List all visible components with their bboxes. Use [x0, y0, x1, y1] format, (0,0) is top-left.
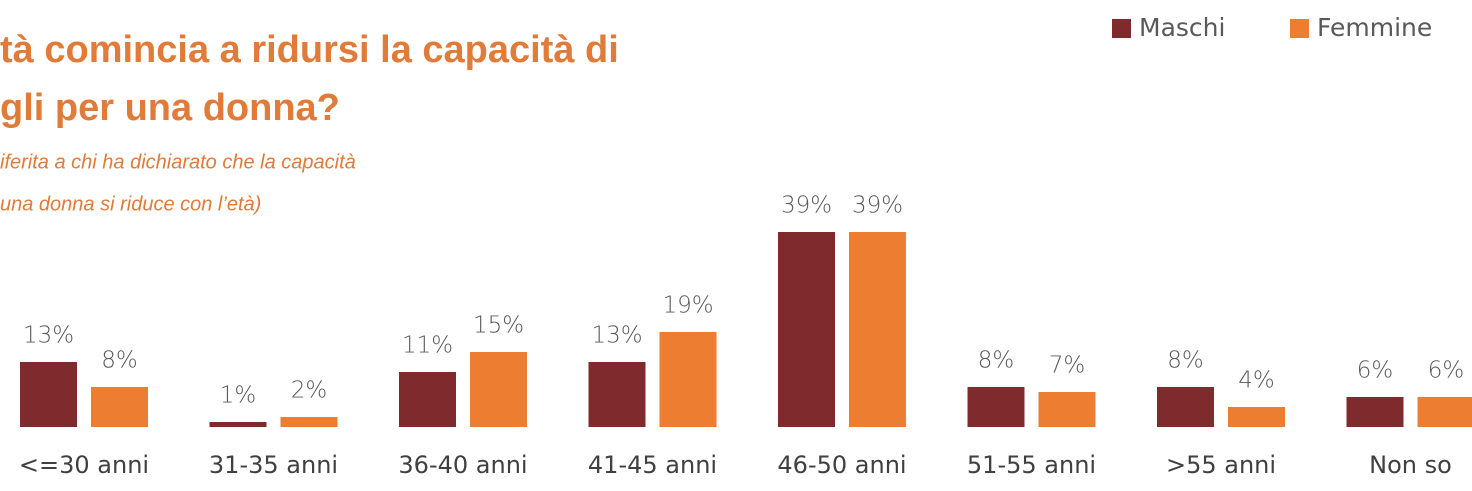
value-label: 15% — [473, 313, 524, 339]
value-label: 2% — [291, 378, 328, 404]
value-label: 8% — [101, 348, 138, 374]
value-label: 6% — [1428, 358, 1465, 384]
chart-title: tà comincia a ridursi la capacità di — [0, 29, 619, 71]
value-label: 13% — [23, 323, 74, 349]
chart-subtitle: iferita a chi ha dichiarato che la capac… — [0, 151, 356, 173]
bar — [1346, 397, 1404, 427]
x-tick-label: 36-40 anni — [398, 451, 527, 479]
value-label: 4% — [1238, 368, 1275, 394]
bar — [91, 387, 148, 427]
bar — [849, 232, 906, 427]
x-tick-label: Non so — [1369, 451, 1452, 479]
value-label: 39% — [852, 193, 903, 219]
bar — [659, 332, 717, 427]
value-label: 11% — [402, 333, 453, 359]
bar — [967, 387, 1025, 427]
x-tick-label: <=30 anni — [19, 451, 149, 479]
bar — [20, 362, 77, 427]
value-label: 8% — [978, 348, 1015, 374]
bar — [1038, 392, 1096, 427]
bar — [588, 362, 646, 427]
legend-label: Maschi — [1139, 13, 1225, 42]
bar — [399, 372, 456, 427]
value-label: 7% — [1049, 353, 1086, 379]
legend-label: Femmine — [1317, 13, 1432, 42]
bar — [470, 352, 527, 427]
chart-title: gli per una donna? — [0, 87, 340, 129]
bar — [1417, 397, 1472, 427]
value-label: 8% — [1167, 348, 1204, 374]
bar — [280, 417, 338, 427]
bar — [1157, 387, 1214, 427]
value-label: 6% — [1357, 358, 1394, 384]
x-tick-label: 51-55 anni — [967, 451, 1096, 479]
x-tick-label: 41-45 anni — [588, 451, 717, 479]
value-label: 19% — [662, 293, 713, 319]
value-label: 1% — [220, 383, 257, 409]
x-tick-label: 46-50 anni — [777, 451, 906, 479]
bar — [209, 422, 267, 427]
value-label: 39% — [781, 193, 832, 219]
legend-swatch — [1112, 19, 1131, 38]
chart-subtitle: una donna si riduce con l’età) — [0, 193, 261, 215]
bar — [778, 232, 835, 427]
value-label: 13% — [591, 323, 642, 349]
x-tick-label: >55 anni — [1166, 451, 1276, 479]
x-tick-label: 31-35 anni — [209, 451, 338, 479]
bar — [1228, 407, 1285, 427]
legend-swatch — [1290, 19, 1309, 38]
